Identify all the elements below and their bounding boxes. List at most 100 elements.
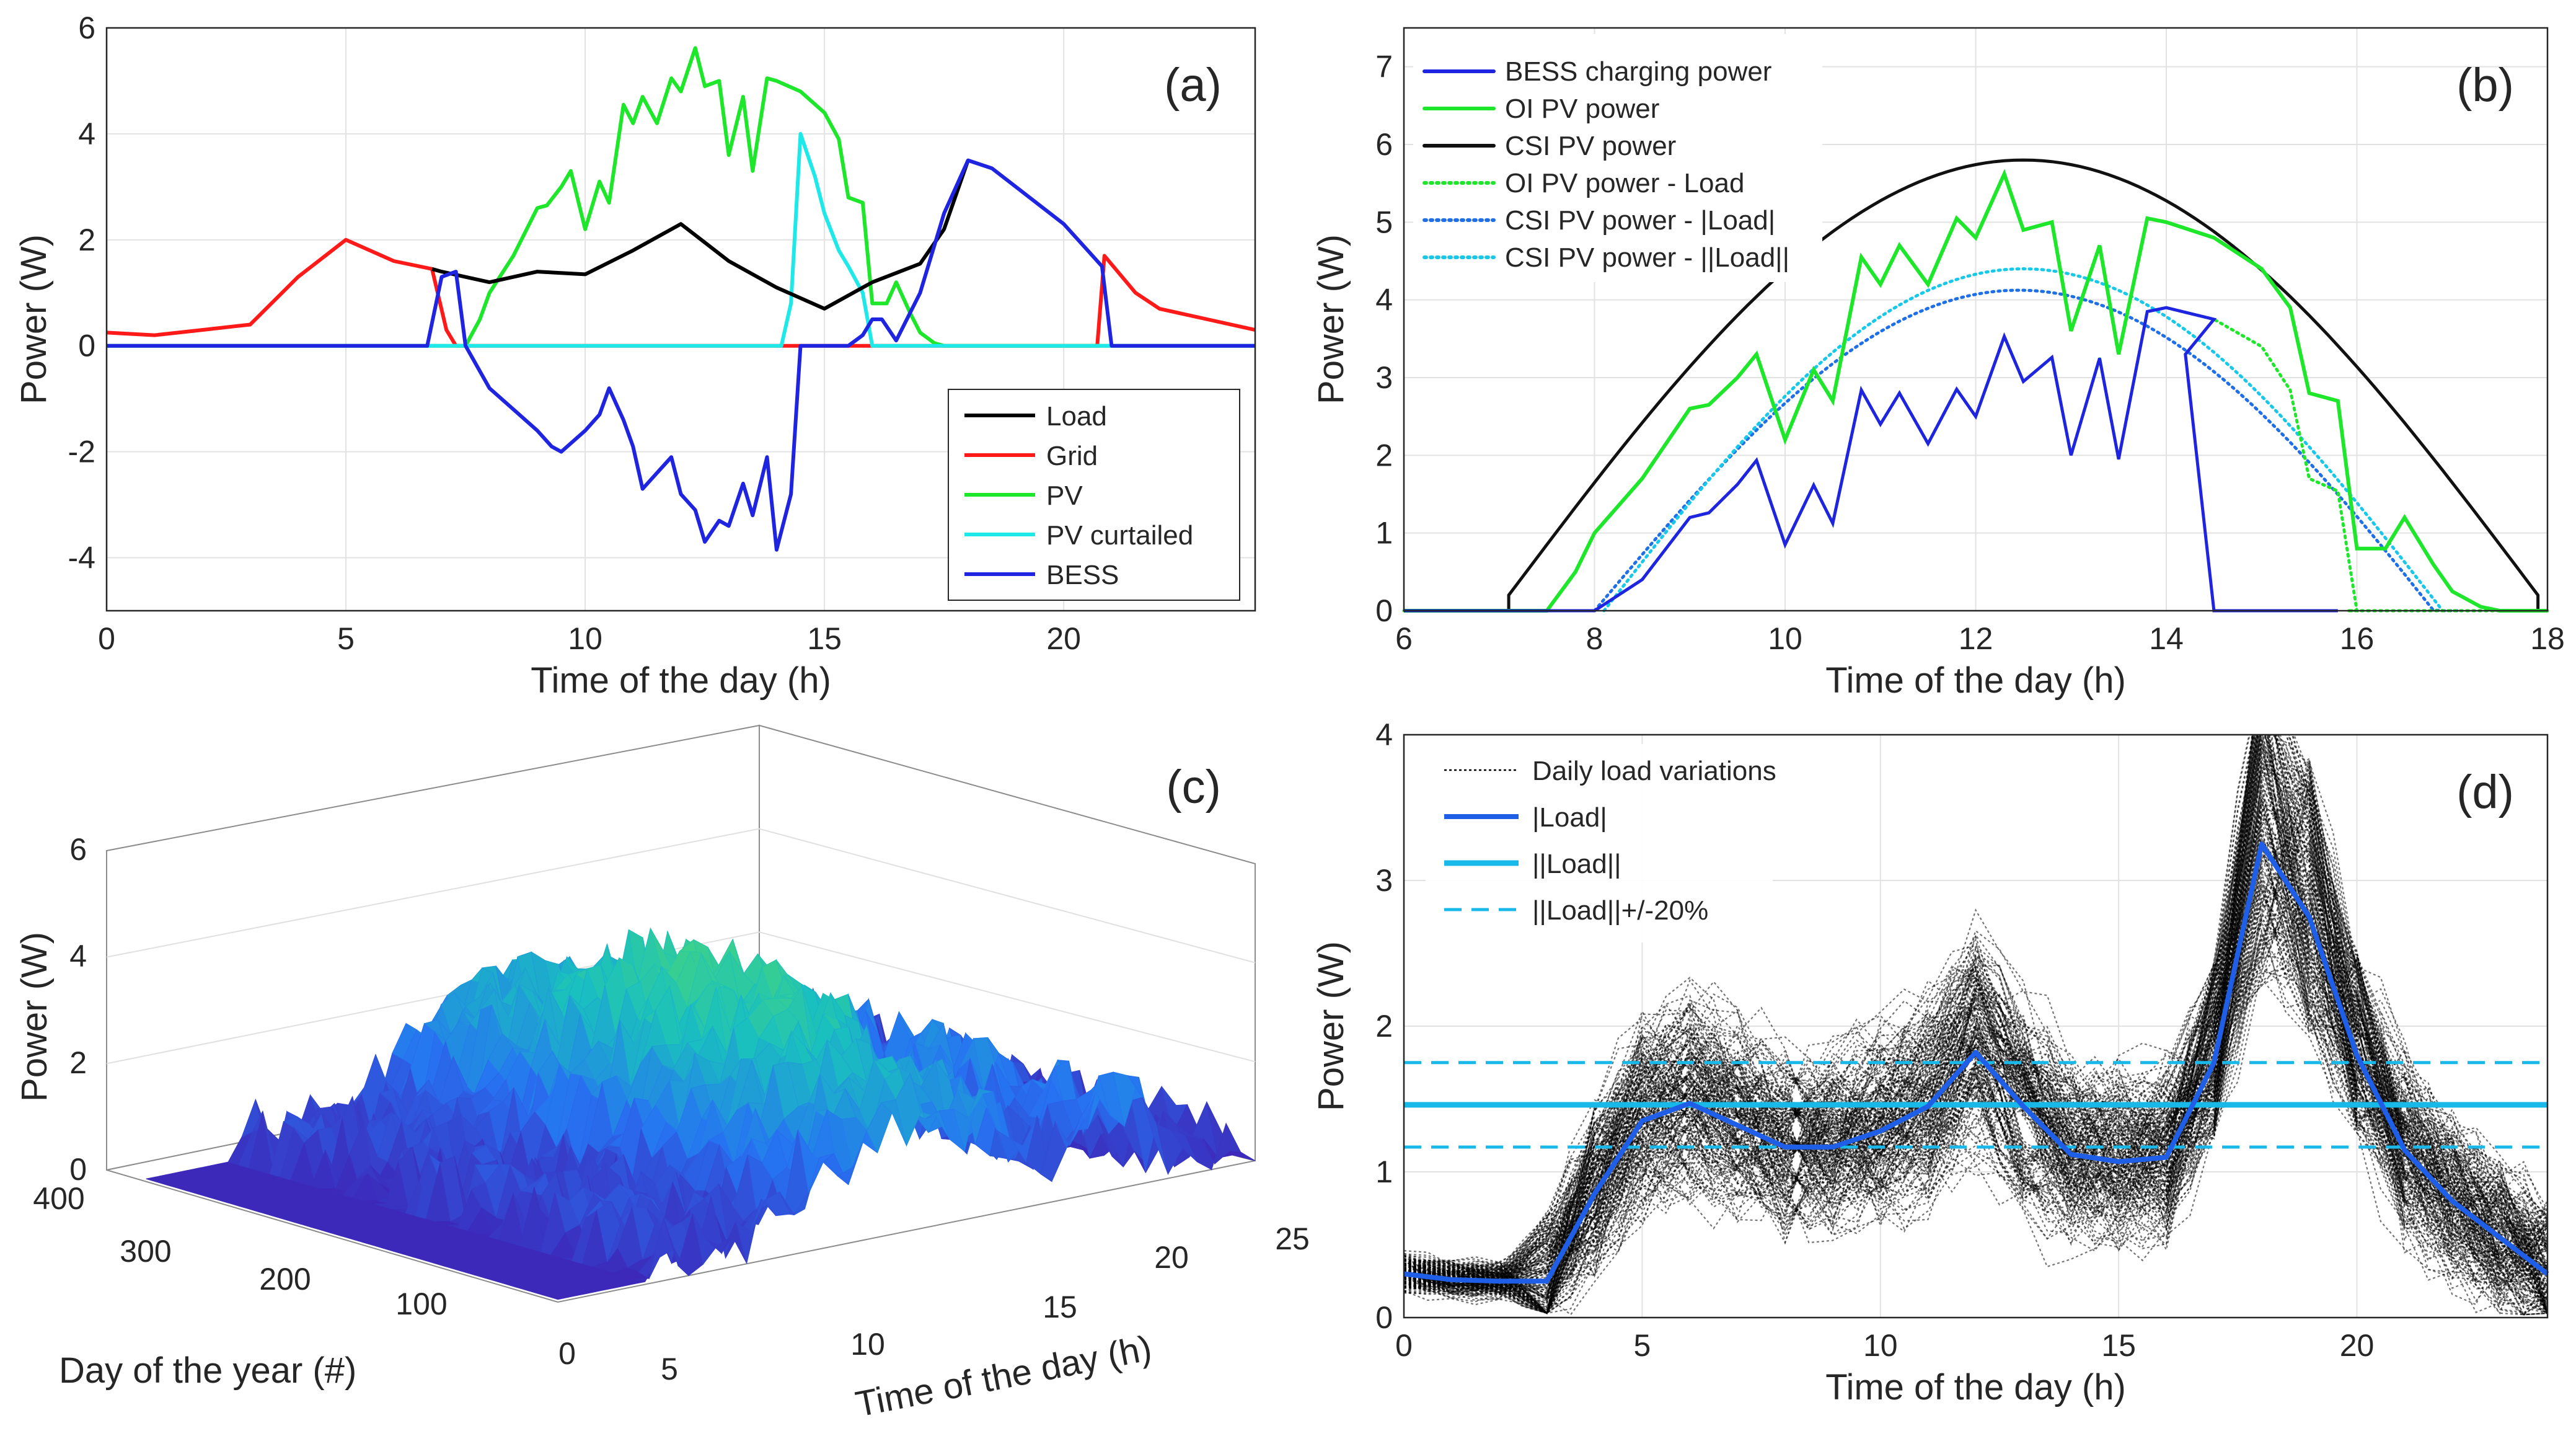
b-ytick-label: 7 <box>1375 50 1393 84</box>
b-legend-box <box>1413 34 1822 282</box>
d-daily-load-line <box>1404 735 2547 1292</box>
b-series-csi-minus-load <box>1593 288 2464 613</box>
c-ytick-label: 300 <box>120 1234 171 1269</box>
c-panel-label: (c) <box>1166 761 1221 813</box>
d-legend-label: ||Load|| <box>1532 849 1621 879</box>
b-legend-label: BESS charging power <box>1505 56 1771 87</box>
c-ytick-label: 200 <box>259 1262 311 1296</box>
d-daily-load-line <box>1404 799 2547 1288</box>
c-wall-gridline <box>759 828 1256 964</box>
a-ytick-label: 0 <box>78 329 95 363</box>
d-legend-label: Daily load variations <box>1532 756 1776 786</box>
b-xtick-label: 6 <box>1395 621 1413 656</box>
b-xtick-label: 18 <box>2530 621 2565 656</box>
c-ytick-label: 400 <box>33 1181 84 1216</box>
d-daily-load-line <box>1404 898 2547 1314</box>
d-xtick-label: 15 <box>2101 1328 2136 1363</box>
b-xlabel: Time of the day (h) <box>1825 660 2126 701</box>
c-ztick-label: 6 <box>69 832 87 867</box>
c-ytick-label: 100 <box>395 1287 447 1321</box>
d-daily-load-line <box>1404 735 2547 1314</box>
d-daily-load-line <box>1404 908 2547 1314</box>
b-ylabel: Power (W) <box>1311 234 1351 404</box>
b-series-oi-pv <box>1404 169 2547 613</box>
d-daily-load-line <box>1404 848 2547 1314</box>
d-ytick-label: 1 <box>1375 1155 1393 1189</box>
d-daily-load-line <box>1404 915 2547 1316</box>
d-daily-load-line <box>1404 759 2547 1314</box>
c-ylabel: Day of the year (#) <box>59 1350 356 1391</box>
d-ytick-label: 3 <box>1375 863 1393 898</box>
b-ytick-label: 2 <box>1375 438 1393 472</box>
d-daily-load-line <box>1404 764 2547 1310</box>
c-xlabel: Time of the day (h) <box>852 1327 1155 1424</box>
c-xtick-label: 15 <box>1043 1290 1077 1324</box>
b-panel-label: (b) <box>2456 59 2514 112</box>
a-series-pv-curtailed <box>107 131 1255 348</box>
d-daily-load-line <box>1404 786 2547 1278</box>
d-daily-load-line <box>1404 764 2547 1314</box>
b-xtick-label: 12 <box>1959 621 1993 656</box>
b-ytick-label: 1 <box>1375 516 1393 551</box>
c-wall-gridline <box>759 931 1256 1063</box>
d-daily-load-line <box>1404 735 2547 1281</box>
c-ztick-label: 2 <box>69 1045 87 1080</box>
d-daily-load-line <box>1404 839 2547 1316</box>
b-series-csi-pv <box>1404 158 2540 613</box>
c-xtick-label: 25 <box>1275 1221 1310 1256</box>
d-xtick-label: 5 <box>1633 1328 1651 1363</box>
d-daily-load-line <box>1404 864 2547 1310</box>
c-xtick-label: 5 <box>661 1352 678 1386</box>
c-xtick-label: 20 <box>1154 1240 1189 1275</box>
d-daily-load-line <box>1404 843 2547 1314</box>
d-daily-load-line <box>1404 834 2547 1314</box>
a-legend-label: BESS <box>1046 560 1119 590</box>
d-ytick-label: 0 <box>1375 1300 1393 1335</box>
c-xtick-label: 10 <box>850 1327 885 1362</box>
a-ytick-label: -4 <box>68 541 95 575</box>
a-series-load <box>431 159 970 311</box>
a-ytick-label: 4 <box>78 117 95 151</box>
b-ytick-label: 0 <box>1375 593 1393 628</box>
a-xtick-label: 5 <box>337 621 355 656</box>
d-daily-load-line <box>1404 736 2547 1309</box>
d-daily-load-line <box>1404 826 2547 1314</box>
d-daily-load-line <box>1404 782 2547 1314</box>
d-daily-load-line <box>1404 882 2547 1314</box>
b-ytick-label: 5 <box>1375 205 1393 239</box>
d-daily-load-line <box>1404 755 2547 1286</box>
d-xtick-label: 20 <box>2340 1328 2375 1363</box>
panel-c-surface-chart: 0 2 4 6 400 300 200 100 0 5 10 15 20 25 Day of the yea… <box>14 724 1310 1425</box>
b-series-bess-charging <box>1404 306 2338 613</box>
d-daily-load-line <box>1404 913 2547 1284</box>
d-daily-load-line <box>1404 735 2547 1298</box>
d-daily-load-line <box>1404 772 2547 1314</box>
a-legend-label: Grid <box>1046 441 1098 471</box>
d-daily-load-line <box>1404 735 2547 1306</box>
a-xlabel: Time of the day (h) <box>531 660 831 701</box>
d-mean-load-line <box>1403 841 2549 1284</box>
a-series-grid <box>106 237 1256 348</box>
a-xtick-label: 20 <box>1046 621 1081 656</box>
a-ytick-label: 2 <box>78 223 95 257</box>
d-daily-load-line <box>1404 919 2547 1288</box>
b-xtick-label: 16 <box>2340 621 2375 656</box>
a-legend-label: PV <box>1046 481 1083 511</box>
d-xtick-label: 10 <box>1863 1328 1898 1363</box>
b-frame <box>1403 27 2549 612</box>
b-ytick-label: 3 <box>1375 360 1393 395</box>
d-daily-load-line <box>1404 735 2547 1289</box>
d-ylabel: Power (W) <box>1311 941 1351 1111</box>
d-daily-load-line <box>1404 805 2547 1303</box>
d-daily-load-line <box>1404 885 2547 1298</box>
d-daily-load-line <box>1404 735 2547 1314</box>
a-xtick-label: 0 <box>98 621 115 656</box>
d-daily-load-line <box>1404 867 2547 1279</box>
d-daily-load-line <box>1404 880 2547 1282</box>
a-xtick-label: 15 <box>807 621 842 656</box>
c-zlabel: Power (W) <box>14 932 55 1102</box>
b-series-csi-minus-norm-load <box>1602 267 2445 613</box>
a-legend-label: Load <box>1046 401 1107 432</box>
